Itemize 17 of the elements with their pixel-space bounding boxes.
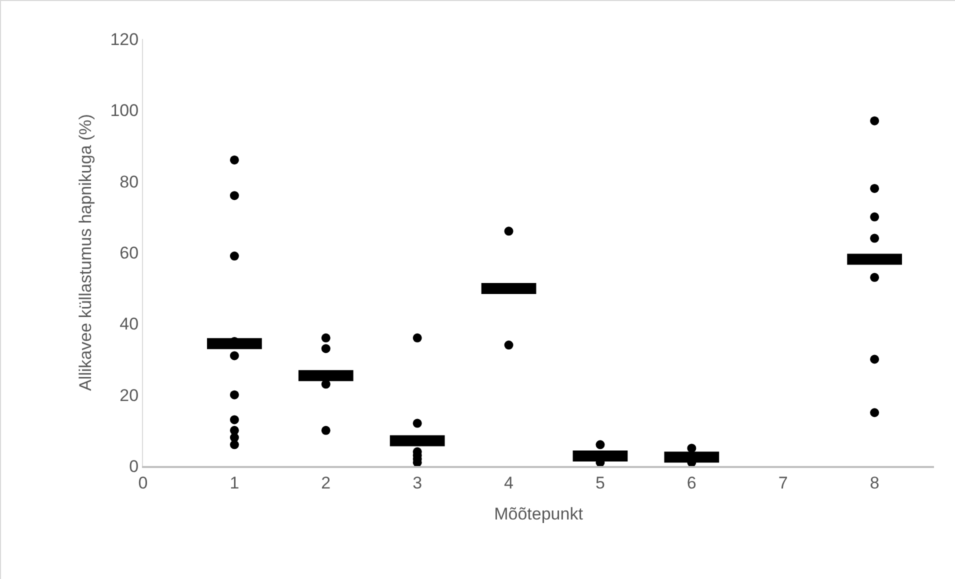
- y-tick-label: 60: [120, 243, 139, 262]
- y-tick-label: 100: [110, 101, 139, 120]
- y-tick-label: 0: [129, 456, 139, 476]
- x-tick-label: 3: [412, 473, 422, 492]
- x-tick-label: 8: [870, 473, 880, 492]
- x-tick-label: 6: [686, 473, 696, 492]
- x-axis-title: Mõõtepunkt: [494, 504, 584, 524]
- x-tick-label: 7: [778, 473, 788, 492]
- y-tick-label: 120: [110, 30, 139, 49]
- x-tick-label: 1: [230, 473, 240, 492]
- x-tick-label: 2: [321, 473, 331, 492]
- y-axis-title: Allikavee küllastumus hapnikuga (%): [76, 114, 95, 391]
- x-tick-label: 4: [504, 473, 514, 492]
- y-tick-label: 40: [120, 314, 139, 334]
- y-tick-label: 80: [120, 172, 139, 192]
- x-tick-label: 5: [595, 473, 605, 492]
- y-tick-label: 20: [120, 386, 139, 405]
